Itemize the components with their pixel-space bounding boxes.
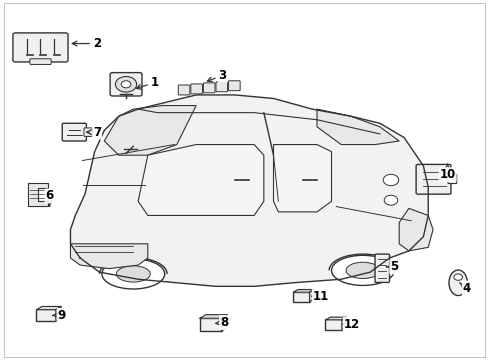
Text: 5: 5 [386,260,398,273]
FancyBboxPatch shape [203,83,215,93]
Polygon shape [28,183,48,206]
Polygon shape [221,315,226,331]
Text: 3: 3 [207,69,226,82]
Polygon shape [398,208,432,251]
Polygon shape [138,145,264,215]
FancyBboxPatch shape [199,318,222,331]
FancyBboxPatch shape [13,33,68,62]
Circle shape [383,174,398,186]
Text: 11: 11 [311,290,328,303]
Ellipse shape [331,255,393,285]
Text: 6: 6 [45,189,54,206]
Polygon shape [70,244,147,269]
FancyBboxPatch shape [415,165,450,194]
FancyBboxPatch shape [190,84,202,94]
Circle shape [453,274,462,280]
FancyBboxPatch shape [62,123,86,141]
Circle shape [121,81,131,88]
Text: 10: 10 [439,164,455,181]
Text: 12: 12 [342,318,359,331]
Text: 7: 7 [86,126,101,139]
Circle shape [384,195,397,205]
Polygon shape [200,315,226,318]
Polygon shape [341,317,346,329]
Polygon shape [309,289,313,302]
FancyBboxPatch shape [447,174,456,184]
FancyBboxPatch shape [36,309,56,321]
Text: 2: 2 [72,37,101,50]
Polygon shape [293,289,313,292]
Circle shape [115,77,137,92]
Polygon shape [37,306,61,310]
Polygon shape [104,105,196,155]
FancyBboxPatch shape [110,73,142,96]
Polygon shape [316,109,398,145]
FancyBboxPatch shape [228,81,240,91]
Polygon shape [56,306,61,321]
Ellipse shape [102,259,164,289]
FancyBboxPatch shape [178,85,189,95]
FancyBboxPatch shape [292,292,309,302]
Ellipse shape [346,262,379,279]
FancyBboxPatch shape [374,254,389,283]
Ellipse shape [448,270,467,296]
Polygon shape [273,145,331,212]
Text: 4: 4 [459,282,470,294]
Ellipse shape [116,266,150,282]
Polygon shape [70,95,427,286]
FancyBboxPatch shape [325,319,342,330]
Text: 1: 1 [136,76,159,89]
Text: 9: 9 [53,309,66,322]
Polygon shape [325,317,346,320]
FancyBboxPatch shape [84,128,93,136]
FancyBboxPatch shape [216,82,227,92]
Text: 8: 8 [215,316,228,329]
FancyBboxPatch shape [30,59,51,64]
